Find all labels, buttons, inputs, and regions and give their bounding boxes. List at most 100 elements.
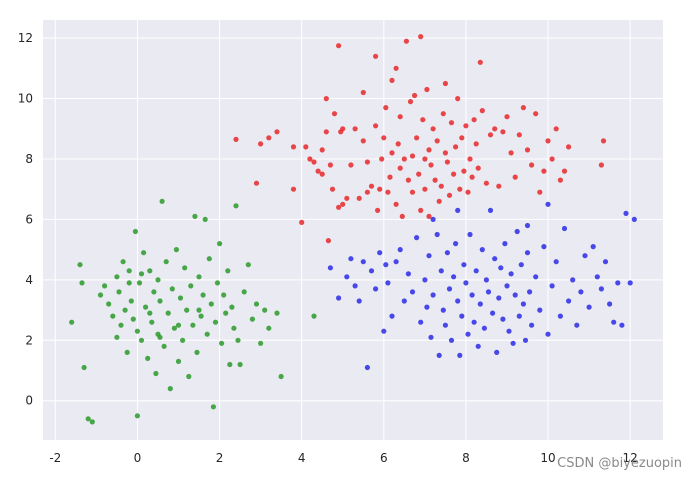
data-point <box>311 313 317 319</box>
data-point <box>169 286 175 292</box>
data-point <box>126 268 132 274</box>
data-point <box>512 292 518 298</box>
data-point <box>444 250 450 256</box>
data-point <box>219 340 225 346</box>
data-point <box>463 123 469 129</box>
data-point <box>383 262 389 268</box>
data-point <box>418 207 424 213</box>
data-point <box>471 117 477 123</box>
data-point <box>566 144 572 150</box>
x-tick-label: 6 <box>380 451 388 465</box>
data-point <box>426 253 432 259</box>
data-point <box>253 301 260 307</box>
data-point <box>186 373 192 380</box>
data-point <box>258 141 264 147</box>
data-point <box>327 162 333 168</box>
data-point <box>422 277 428 283</box>
data-point <box>274 310 280 316</box>
data-point <box>412 92 418 99</box>
data-point <box>561 168 568 174</box>
data-point <box>89 419 95 425</box>
data-point <box>448 120 455 126</box>
data-point <box>325 238 331 244</box>
data-point <box>368 268 375 274</box>
data-point <box>420 117 426 123</box>
y-tick-labels: 0 2 4 6 8 10 12 <box>18 31 33 408</box>
y-tick-label: 4 <box>25 273 33 287</box>
data-point <box>481 325 487 331</box>
data-point <box>479 108 485 114</box>
data-point <box>446 286 453 292</box>
data-point <box>598 162 605 168</box>
data-point <box>210 404 216 410</box>
data-point <box>147 268 153 274</box>
data-point <box>393 201 399 207</box>
data-point <box>502 241 508 247</box>
data-point <box>373 123 379 129</box>
data-point <box>120 259 126 265</box>
data-point <box>510 340 516 346</box>
data-point <box>364 364 370 371</box>
data-point <box>500 129 506 135</box>
data-point <box>453 241 459 247</box>
data-point <box>461 262 467 268</box>
data-point <box>360 259 366 265</box>
x-tick-label: 4 <box>298 451 306 465</box>
data-point <box>487 132 494 138</box>
data-point <box>399 213 405 219</box>
data-point <box>496 295 502 301</box>
data-point <box>424 304 430 310</box>
data-point <box>440 111 446 117</box>
data-point <box>395 141 401 147</box>
data-point <box>500 316 506 322</box>
data-point <box>381 328 387 334</box>
data-point <box>171 325 177 331</box>
data-point <box>469 174 475 180</box>
data-point <box>360 138 366 144</box>
data-point <box>258 340 264 346</box>
data-point <box>229 304 235 310</box>
data-point <box>323 96 329 102</box>
data-point <box>389 150 395 156</box>
data-point <box>553 126 559 132</box>
data-point <box>225 268 231 274</box>
data-point <box>442 322 448 328</box>
data-point <box>118 322 124 328</box>
data-point <box>463 280 469 286</box>
data-point <box>485 289 492 295</box>
data-point <box>516 132 522 138</box>
data-point <box>379 156 385 162</box>
data-point <box>397 114 403 120</box>
data-point <box>223 310 229 316</box>
x-tick-labels: -2 0 2 4 6 8 10 12 <box>49 451 637 465</box>
data-point <box>545 138 551 144</box>
data-point <box>455 96 461 102</box>
data-point <box>448 337 455 343</box>
data-point <box>340 126 346 132</box>
data-point <box>428 334 434 340</box>
data-point <box>471 319 477 325</box>
data-point <box>336 204 342 210</box>
x-tick-label: 0 <box>134 451 142 465</box>
data-point <box>163 259 169 265</box>
data-point <box>128 298 134 304</box>
data-point <box>418 319 424 325</box>
data-point <box>537 189 543 195</box>
data-point <box>504 114 510 120</box>
data-point <box>520 105 527 111</box>
data-point <box>496 183 502 189</box>
data-point <box>475 165 481 171</box>
data-point <box>615 280 621 286</box>
data-point <box>114 274 120 280</box>
data-point <box>130 316 136 322</box>
data-point <box>508 150 514 156</box>
data-point <box>409 153 416 159</box>
data-point <box>469 292 475 298</box>
y-tick-label: 6 <box>25 212 33 226</box>
data-point <box>198 313 204 319</box>
data-point <box>490 310 496 316</box>
data-point <box>557 313 564 319</box>
data-point <box>126 280 132 286</box>
data-point <box>465 189 471 195</box>
data-point <box>498 265 504 271</box>
